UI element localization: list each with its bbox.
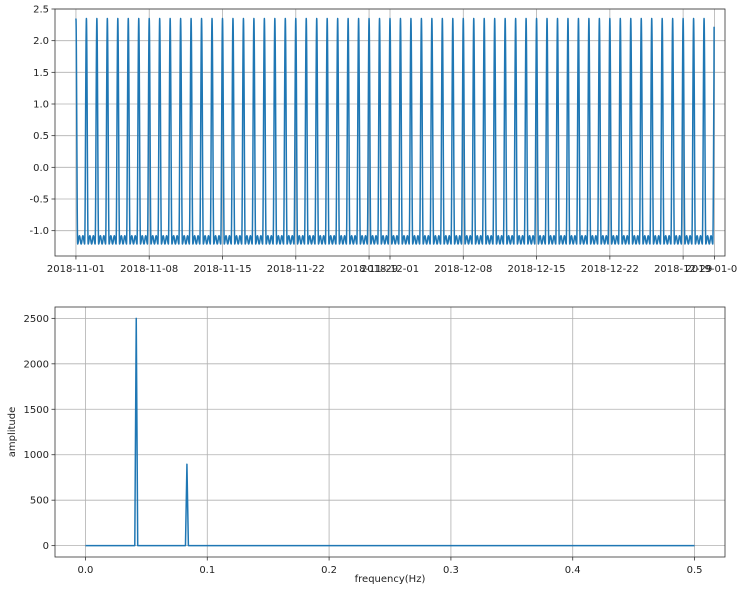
x-tick-label: 2018-12-15 [508,264,566,275]
y-tick-label: 1000 [24,450,49,461]
y-tick-label: 2000 [24,359,49,370]
x-tick-label: 2018-11-15 [193,264,251,275]
y-tick-label: 2.5 [33,5,49,16]
x-tick-label: 0.2 [321,565,337,576]
x-tick-label: 2018-11-08 [120,264,178,275]
x-tick-label: 0.0 [78,565,94,576]
y-tick-label: 1.5 [33,68,49,79]
x-tick-label: 0.3 [443,565,459,576]
x-tick-label: 2018-12-29 [654,264,712,275]
time-series-plot: -1.0 -0.5 0.0 0.5 1.0 1.5 2.0 2.5 2018-11-01 2018… [29,5,738,276]
x-tick-label: 2018-11-22 [267,264,325,275]
x-tick-label: 0.4 [565,565,581,576]
plot-frame [54,8,726,257]
plot-frame [54,306,726,558]
x-tick-label: 2018-12-22 [581,264,639,275]
x-tick-label: 2019-01-01 [685,264,738,275]
y-tick-label: 0.0 [33,163,49,174]
y-tick-label: 2500 [24,314,49,325]
y-tick-label: 500 [30,496,49,507]
y-tick-label: 1500 [24,405,49,416]
y-tick-label: 0 [43,541,49,552]
x-tick-label: 0.1 [199,565,215,576]
spectrum-line [85,317,695,547]
y-axis-label: amplitude [7,407,18,458]
y-tick-label: -1.0 [29,226,49,237]
y-tick-label: -0.5 [29,195,49,206]
x-axis-label: frequency(Hz) [355,574,426,585]
y-tick-label: 0.5 [33,131,49,142]
y-tick-label: 2.0 [33,36,49,47]
y-tick-label: 1.0 [33,100,49,111]
x-tick-label: 2018-12-08 [434,264,492,275]
frequency-spectrum-plot: 0 500 1000 1500 2000 2500 0.0 0.1 0.2 0.3 0.4 0.5 fr… [7,306,726,585]
x-tick-label: 0.5 [687,565,703,576]
x-tick-label: 2018-12-01 [361,264,419,275]
series-line [75,17,715,245]
x-tick-label: 2018-11-01 [47,264,105,275]
x-tick-label: 2018-11-29 [340,264,398,275]
